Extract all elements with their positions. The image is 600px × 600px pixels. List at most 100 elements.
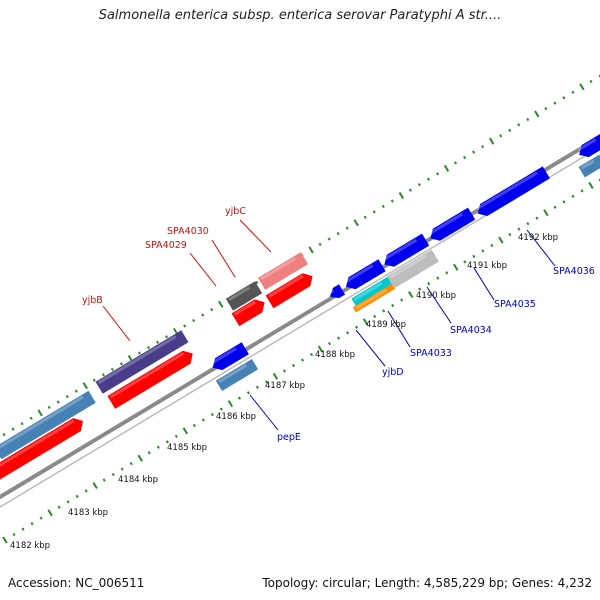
inner-tick-mark <box>92 481 98 489</box>
feature-pepE-blue[interactable] <box>209 342 249 374</box>
inner-tick-mark <box>355 325 359 329</box>
inner-tick-mark <box>498 236 504 244</box>
inner-tick-mark <box>445 271 449 275</box>
feature-SPA4033-blue-shape <box>384 233 430 267</box>
gene-label-yjbC[interactable]: yjbC <box>225 206 246 217</box>
feature-right-steel[interactable] <box>578 154 600 178</box>
feature-pepE-steel[interactable] <box>215 359 259 391</box>
outer-tick-mark <box>201 313 205 317</box>
feature-yjbB-red-shape <box>107 350 193 409</box>
inner-tick-mark <box>47 509 53 517</box>
outer-tick-mark <box>488 137 495 145</box>
outer-tick-mark <box>553 101 557 105</box>
inner-tick-mark <box>66 500 70 504</box>
feature-SPA4030-gray[interactable] <box>225 281 263 311</box>
genome-summary-text: Topology: circular; Length: 4,585,229 bp… <box>262 576 592 590</box>
feature-layer[interactable] <box>0 133 600 482</box>
feature-yjbC-pink[interactable] <box>257 252 309 290</box>
outer-tick-mark <box>119 362 123 366</box>
gene-label-SPA4033[interactable]: SPA4033 <box>410 348 452 359</box>
feature-SPA4030-gray-shape <box>225 281 263 311</box>
inner-tick-mark <box>309 352 314 357</box>
feature-right-blue[interactable] <box>576 133 600 160</box>
feature-SPA4033-blue[interactable] <box>381 233 430 271</box>
gene-label-pepE[interactable]: pepE <box>277 432 301 443</box>
inner-tick-mark <box>391 303 395 308</box>
outer-tick-mark <box>508 128 512 132</box>
inner-tick-mark <box>362 318 369 326</box>
outer-tick-mark <box>481 144 485 149</box>
feature-steel-left-highlight <box>0 395 84 450</box>
feature-SPA4033-orange[interactable] <box>352 283 396 313</box>
inner-tick-mark <box>192 423 196 428</box>
outer-tick-mark <box>37 409 43 417</box>
outer-tick-mark <box>571 90 575 94</box>
callout-SPA4029 <box>189 252 217 287</box>
tick-label-4191: 4191 kbp <box>467 261 507 271</box>
outer-tick-mark <box>435 172 439 176</box>
outer-tick-track <box>2 74 600 437</box>
gene-label-SPA4036[interactable]: SPA4036 <box>553 266 595 277</box>
feature-SPA4033-blue-highlight <box>383 238 418 261</box>
feature-SPA4035-blue[interactable] <box>474 166 550 219</box>
outer-tick-mark <box>372 210 376 214</box>
feature-yjbB-red[interactable] <box>107 347 196 409</box>
feature-small-blue[interactable] <box>327 284 346 301</box>
outer-tick-mark <box>417 183 421 187</box>
outer-tick-mark <box>390 199 394 203</box>
inner-tick-mark <box>382 309 386 313</box>
inner-tick-mark <box>255 385 259 389</box>
outer-tick-mark <box>156 340 160 344</box>
feature-yjbB-purple[interactable] <box>95 330 189 394</box>
map-title: Salmonella enterica subsp. enterica sero… <box>98 8 502 23</box>
outer-tick-mark <box>74 389 78 393</box>
feature-SPA4035-blue-highlight <box>476 171 538 210</box>
feature-SPA4034-silver[interactable] <box>387 249 439 289</box>
outer-tick-mark <box>463 155 467 160</box>
feature-SPA4035-blue-shape <box>477 166 550 216</box>
gene-label-SPA4030[interactable]: SPA4030 <box>167 226 209 237</box>
feature-steel-left[interactable] <box>0 390 96 460</box>
outer-tick-mark <box>137 351 142 355</box>
gene-label-yjbB[interactable]: yjbB <box>82 295 103 306</box>
inner-tick-mark <box>182 427 188 435</box>
inner-tick-mark <box>39 516 43 520</box>
gene-label-SPA4034[interactable]: SPA4034 <box>450 325 492 336</box>
feature-yjbD-blue[interactable] <box>342 259 386 293</box>
feature-SPA4034-blue[interactable] <box>427 207 476 245</box>
outer-tick-mark <box>65 394 69 399</box>
inner-tick-mark <box>129 462 133 466</box>
label-callouts <box>102 219 556 431</box>
tick-label-4182: 4182 kbp <box>10 541 50 551</box>
outer-tick-mark <box>327 237 331 241</box>
feature-pepE-steel-highlight <box>218 364 248 384</box>
gene-label-SPA4035[interactable]: SPA4035 <box>494 299 536 310</box>
inner-tick-mark <box>201 418 205 422</box>
inner-tick-mark <box>111 472 115 477</box>
gene-label-yjbD[interactable]: yjbD <box>382 367 404 378</box>
feature-yjbC-pink-highlight <box>260 257 297 281</box>
feature-red-left-shape <box>0 418 84 482</box>
feature-SPA4029b-red[interactable] <box>231 296 269 327</box>
outer-tick-mark <box>192 318 196 323</box>
feature-SPA4033-cyan[interactable] <box>351 276 393 308</box>
outer-tick-mark <box>579 83 585 91</box>
outer-tick-mark <box>218 300 224 308</box>
outer-tick-mark <box>534 110 540 118</box>
outer-tick-mark <box>398 192 405 200</box>
feature-SPA4033-orange-shape <box>352 283 396 313</box>
tick-label-4185: 4185 kbp <box>167 443 207 453</box>
tick-label-4192: 4192 kbp <box>518 233 558 243</box>
inner-tick-mark <box>219 407 223 411</box>
outer-tick-mark <box>101 373 105 377</box>
feature-yjbC-pink-shape <box>257 252 309 290</box>
feature-red-left[interactable] <box>0 415 87 482</box>
inner-tick-mark <box>453 263 459 271</box>
inner-tick-mark <box>400 298 404 302</box>
feature-yjbC-red[interactable] <box>265 270 317 309</box>
outer-tick-mark <box>146 346 151 350</box>
inner-tick-mark <box>291 363 296 368</box>
outer-tick-mark <box>82 382 88 390</box>
gene-label-SPA4029[interactable]: SPA4029 <box>145 240 187 251</box>
